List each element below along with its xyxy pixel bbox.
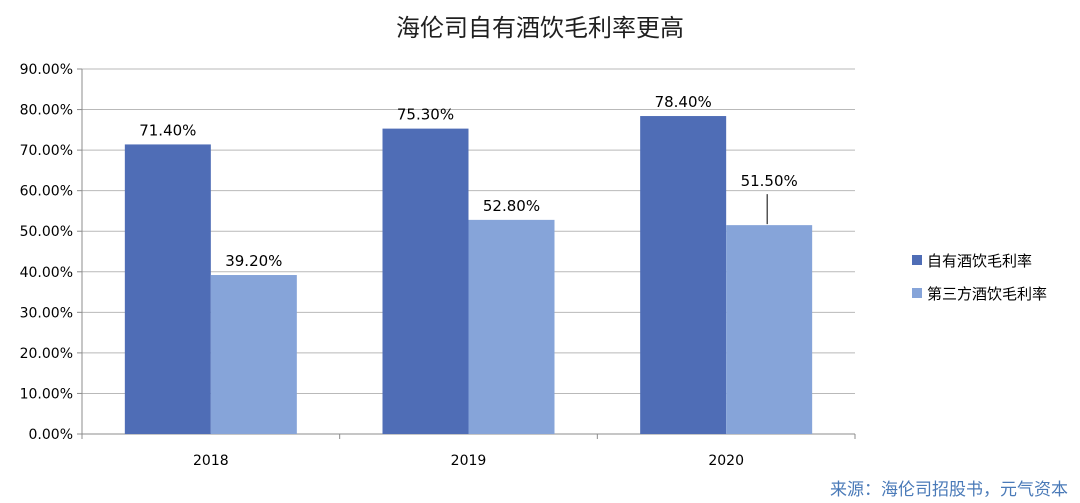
bar-third-party <box>210 275 297 434</box>
legend-label: 自有酒饮毛利率 <box>927 252 1032 270</box>
y-tick-label: 50.00% <box>20 224 73 240</box>
y-tick-label: 90.00% <box>20 62 73 78</box>
y-axis-tick-labels: 0.00% 10.00% 20.00% 30.00% 40.00% 50.00% 60.00… <box>20 62 73 443</box>
y-tick-label: 70.00% <box>20 143 73 159</box>
y-tick-label: 30.00% <box>20 305 73 321</box>
data-labels: 71.40% 39.20% 75.30% 52.80% 78.40% 51.50% <box>139 93 798 270</box>
legend-swatch <box>912 255 922 265</box>
x-tick-label: 2018 <box>193 453 229 469</box>
data-label: 71.40% <box>139 121 196 139</box>
bar-own-brand <box>124 144 211 434</box>
y-tick-label: 60.00% <box>20 184 73 200</box>
x-tick-label: 2019 <box>451 453 487 469</box>
y-tick-label: 40.00% <box>20 265 73 281</box>
bar-third-party <box>726 225 813 434</box>
chart-title: 海伦司自有酒饮毛利率更高 <box>396 14 684 42</box>
data-label: 39.20% <box>225 252 282 270</box>
data-label: 75.30% <box>397 106 454 124</box>
data-label: 51.50% <box>741 172 798 190</box>
bar-own-brand <box>382 128 469 434</box>
y-tick-label: 20.00% <box>20 346 73 362</box>
source-note: 来源：海伦司招股书，元气资本 <box>830 480 1068 500</box>
x-axis-tick-labels: 2018 2019 2020 <box>193 453 744 469</box>
y-tick-label: 0.00% <box>29 427 73 443</box>
legend-label: 第三方酒饮毛利率 <box>927 285 1047 303</box>
x-tick-label: 2020 <box>708 453 744 469</box>
data-label: 52.80% <box>483 197 540 215</box>
y-tick-label: 80.00% <box>20 103 73 119</box>
data-label: 78.40% <box>655 93 712 111</box>
legend-swatch <box>912 288 922 298</box>
bar-third-party <box>468 219 555 434</box>
bar-own-brand <box>640 116 727 435</box>
bars <box>124 116 813 435</box>
y-tick-label: 10.00% <box>20 386 73 402</box>
